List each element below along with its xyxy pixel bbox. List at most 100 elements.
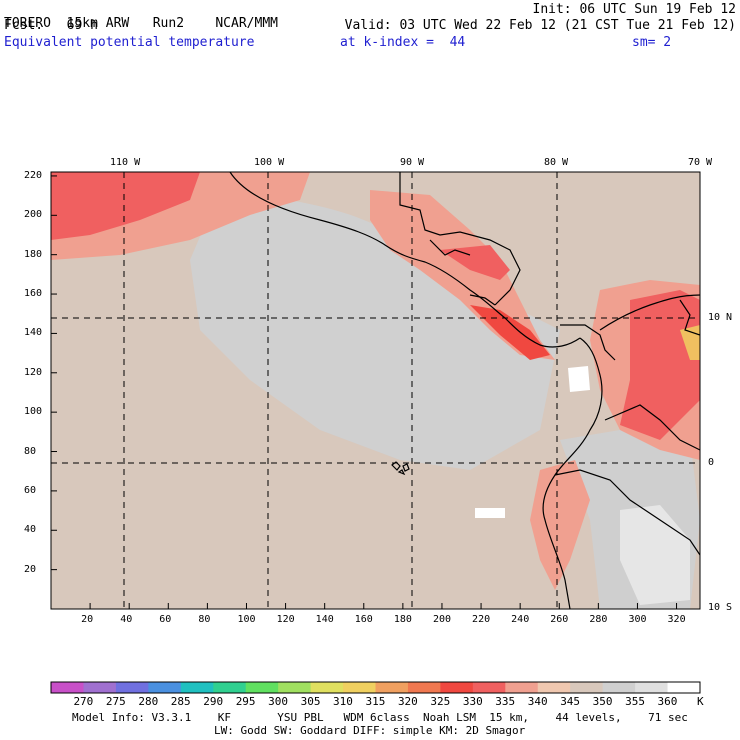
run-label: Run2	[152, 16, 185, 31]
colorbar-label: 270	[73, 695, 94, 708]
colorbar-swatch	[278, 682, 312, 693]
field-region-335	[620, 290, 700, 440]
colorbar-swatch	[505, 682, 539, 693]
lat-label: 0	[708, 457, 715, 468]
coastline	[229, 172, 581, 348]
colorbar-cells	[51, 682, 701, 693]
model-name: TORERO	[4, 16, 51, 31]
x-tick-label: 80	[198, 614, 211, 625]
colorbar-swatch	[180, 682, 214, 693]
colorbar-frame	[50, 681, 701, 694]
colorbar-label: 280	[138, 695, 159, 708]
colorbar-label: 330	[462, 695, 483, 708]
coastlines	[229, 172, 700, 609]
lon-label: 90 W	[400, 157, 425, 168]
colorbar-swatch	[310, 682, 344, 693]
init-time: Init: 06 UTC Sun 19 Feb 12	[532, 2, 737, 17]
x-tick-label: 260	[550, 614, 569, 625]
y-tick-label: 180	[24, 248, 43, 260]
y-tick-label: 100	[24, 406, 43, 418]
colorbar-label: 315	[365, 695, 386, 708]
lat-label: 10 S	[708, 602, 733, 613]
lon-label: 100 W	[254, 157, 285, 168]
colorbar-swatch	[213, 682, 247, 693]
colorbar-swatch	[667, 682, 701, 693]
colorbar-swatch	[115, 682, 149, 693]
model-title: TORERO 15km ARW Run2 NCAR/MMM	[4, 3, 278, 31]
coastline	[399, 172, 521, 306]
coastline	[679, 299, 700, 336]
colorbar-unit: K	[697, 695, 704, 708]
colorbar-label: 275	[105, 695, 126, 708]
colorbar-swatch	[537, 682, 571, 693]
forecast-hour: Fcst. 69 h	[4, 19, 98, 33]
valid-time: Valid: 03 UTC Wed 22 Feb 12 (21 CST Tue …	[344, 18, 736, 33]
lat-label: 10 N	[708, 312, 733, 323]
model-resolution: 15km ARW	[66, 16, 130, 31]
colorbar-label: 350	[592, 695, 613, 708]
x-tick-label: 180	[393, 614, 412, 625]
field-region-350	[190, 190, 560, 470]
smoothing-info: sm= 2	[632, 35, 672, 50]
field-region-360	[475, 508, 505, 518]
national-border	[560, 324, 616, 361]
y-tick-label: 40	[24, 524, 37, 536]
x-tick-label: 40	[120, 614, 133, 625]
field-name: Equivalent potential temperature	[4, 35, 255, 50]
colorbar-swatch	[148, 682, 182, 693]
x-tick-label: 300	[628, 614, 647, 625]
national-border	[554, 469, 700, 556]
colorbar-label: 295	[235, 695, 256, 708]
colorbar-swatch	[570, 682, 604, 693]
lon-label: 110 W	[110, 157, 141, 168]
x-tick-label: 220	[472, 614, 491, 625]
colorbar-swatch	[407, 682, 441, 693]
national-border	[429, 239, 471, 256]
colorbar-swatch	[375, 682, 409, 693]
y-tick-label: 60	[24, 484, 37, 496]
fcst-value: 69 h	[66, 18, 98, 33]
colorbar-label: 310	[333, 695, 353, 708]
x-axis-ticks	[89, 603, 678, 609]
field-region-335	[440, 245, 510, 280]
colorbar-swatch	[343, 682, 376, 693]
map-frame	[50, 171, 701, 610]
x-tick-label: 280	[589, 614, 608, 625]
level-info: at k-index = 44	[340, 36, 465, 50]
colorbar-label: 355	[625, 695, 645, 708]
colorbar-swatch	[472, 682, 506, 693]
field-region-340	[530, 460, 590, 590]
x-tick-label: 140	[315, 614, 334, 625]
x-tick-label: 120	[276, 614, 295, 625]
fcst-label: Fcst.	[4, 18, 44, 33]
field-region-330	[470, 305, 550, 360]
x-tick-label: 240	[511, 614, 530, 625]
map-field	[51, 172, 700, 609]
y-tick-label: 80	[24, 445, 37, 457]
colorbar-swatch	[51, 682, 84, 693]
colorbar-label: 340	[527, 695, 548, 708]
colorbar-swatch	[83, 682, 117, 693]
level-label: at k-index =	[340, 35, 434, 50]
colorbar-label: 335	[495, 695, 516, 708]
field-region-360	[620, 505, 690, 605]
x-tick-label: 200	[432, 614, 452, 625]
x-tick-label: 100	[237, 614, 256, 625]
y-tick-label: 200	[24, 209, 43, 221]
y-tick-label: 220	[24, 169, 43, 181]
colorbar-swatch	[635, 682, 669, 693]
x-tick-label: 20	[81, 614, 94, 625]
lon-label: 70 W	[688, 157, 713, 168]
x-tick-label: 160	[354, 614, 373, 625]
y-tick-label: 120	[24, 366, 43, 378]
y-tick-label: 140	[24, 327, 43, 339]
national-border	[469, 294, 496, 306]
coastline	[599, 294, 700, 331]
x-tick-label: 320	[667, 614, 686, 625]
colorbar-label: 285	[170, 695, 191, 708]
colorbar-label: 325	[430, 695, 451, 708]
y-axis-ticks	[51, 175, 57, 571]
model-info: Model Info: V3.3.1 KF YSU PBL WDM 6class…	[72, 711, 688, 724]
